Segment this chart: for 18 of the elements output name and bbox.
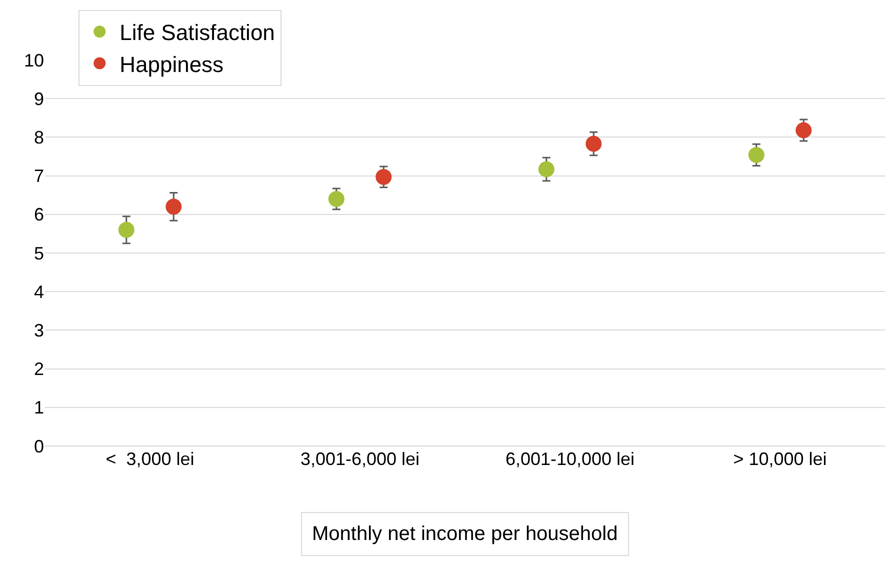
y-tick-label: 3: [34, 320, 44, 340]
y-tick-label: 1: [34, 398, 44, 418]
y-tick-label: 6: [34, 204, 44, 225]
y-tick-label: 0: [34, 436, 44, 456]
y-tick-label: 7: [34, 166, 44, 186]
y-tick-label: 2: [34, 359, 44, 380]
x-axis-title: Monthly net income per household: [312, 523, 618, 545]
x-tick-label: > 10,000 lei: [733, 449, 827, 469]
y-tick-label: 8: [34, 128, 44, 148]
y-tick-label: 4: [34, 282, 44, 302]
legend-label: Life Satisfaction: [120, 20, 275, 46]
x-tick-label: 6,001-10,000 lei: [505, 449, 635, 469]
x-tick-label: 3,001-6,000 lei: [300, 449, 420, 469]
y-tick-label: 5: [34, 243, 44, 264]
y-tick-label: 9: [34, 88, 44, 109]
legend-label: Happiness: [120, 52, 224, 77]
x-tick-label: < 3,000 lei: [106, 449, 194, 469]
y-tick-label: 10: [24, 50, 44, 70]
